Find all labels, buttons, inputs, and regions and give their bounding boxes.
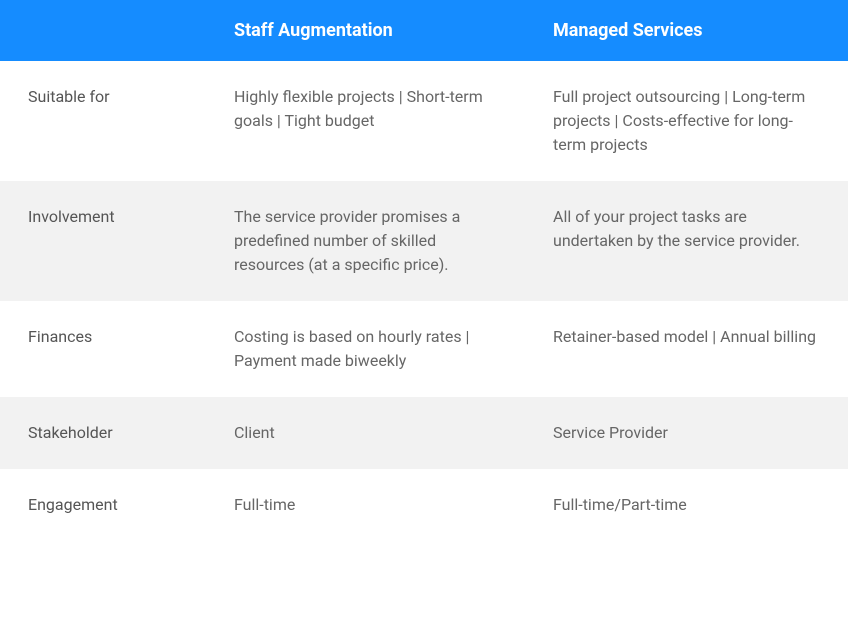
cell-managed: Full project outsourcing | Long-term pro… — [529, 61, 848, 181]
table-row: Suitable for Highly flexible projects | … — [0, 61, 848, 181]
table-row: Involvement The service provider promise… — [0, 181, 848, 301]
table-row: Engagement Full-time Full-time/Part-time — [0, 469, 848, 541]
cell-staff-aug: Highly flexible projects | Short-term go… — [210, 61, 529, 181]
cell-managed: Full-time/Part-time — [529, 469, 848, 541]
cell-managed: Service Provider — [529, 397, 848, 469]
row-label: Engagement — [0, 469, 210, 541]
cell-staff-aug: Client — [210, 397, 529, 469]
table-row: Stakeholder Client Service Provider — [0, 397, 848, 469]
row-label: Finances — [0, 301, 210, 397]
cell-staff-aug: The service provider promises a predefin… — [210, 181, 529, 301]
table-row: Finances Costing is based on hourly rate… — [0, 301, 848, 397]
table-header-row: Staff Augmentation Managed Services — [0, 0, 848, 61]
row-label: Involvement — [0, 181, 210, 301]
cell-managed: Retainer-based model | Annual billing — [529, 301, 848, 397]
comparison-table: Staff Augmentation Managed Services Suit… — [0, 0, 848, 541]
cell-staff-aug: Full-time — [210, 469, 529, 541]
header-empty — [0, 0, 210, 61]
header-managed-services: Managed Services — [529, 0, 848, 61]
row-label: Stakeholder — [0, 397, 210, 469]
row-label: Suitable for — [0, 61, 210, 181]
cell-staff-aug: Costing is based on hourly rates | Payme… — [210, 301, 529, 397]
cell-managed: All of your project tasks are undertaken… — [529, 181, 848, 301]
header-staff-augmentation: Staff Augmentation — [210, 0, 529, 61]
